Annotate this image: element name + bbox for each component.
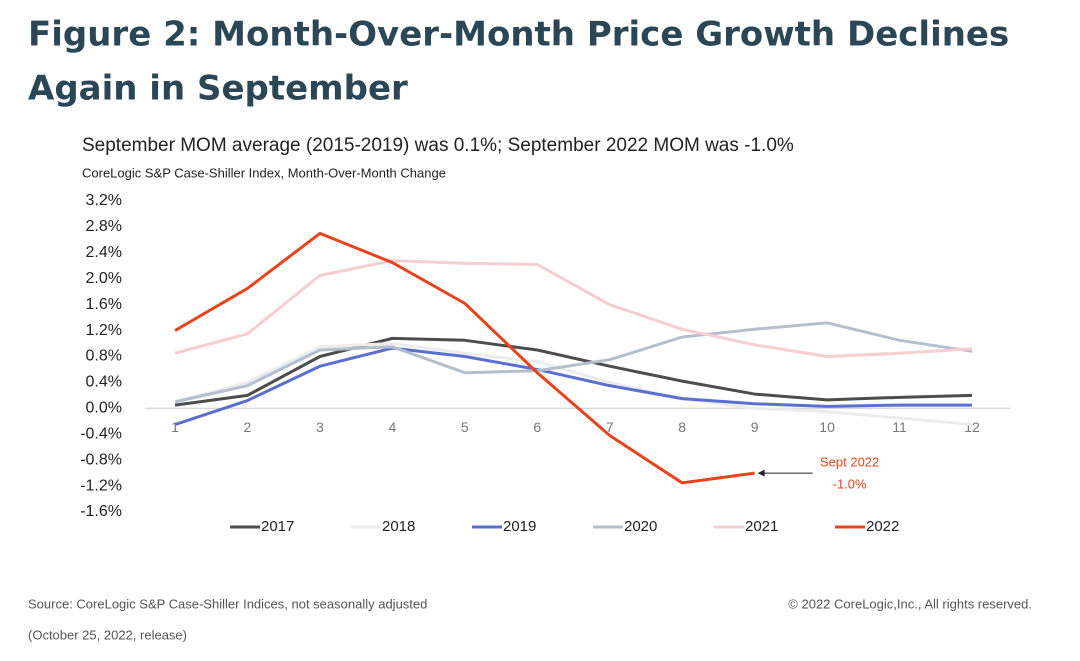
copyright: © 2022 CoreLogic,Inc., All rights reserv… xyxy=(788,596,1032,611)
series-line xyxy=(174,336,973,407)
chart-subtitle: CoreLogic S&P Case-Shiller Index, Month-… xyxy=(82,165,446,180)
source: Source: CoreLogic S&P Case-Shiller Indic… xyxy=(28,596,427,611)
y-tick-label: 2.0% xyxy=(86,270,122,287)
x-tick-label: 9 xyxy=(751,419,759,435)
y-tick-label: 1.6% xyxy=(86,296,122,313)
legend-label: 2020 xyxy=(624,518,657,535)
legend-label: 2017 xyxy=(261,518,294,535)
x-tick-label: 6 xyxy=(533,419,541,435)
x-tick-label: 4 xyxy=(388,419,396,435)
y-tick-label: 3.2% xyxy=(86,192,122,209)
y-tick-label: 2.8% xyxy=(86,218,122,235)
annotation: -1.0% xyxy=(833,477,867,492)
x-tick-label: 1 xyxy=(171,419,179,435)
x-tick-label: 5 xyxy=(461,419,469,435)
x-tick-label: 10 xyxy=(819,419,835,435)
y-tick-label: -0.8% xyxy=(80,451,122,468)
chart-title: September MOM average (2015-2019) was 0.… xyxy=(82,135,794,156)
annotation-arrowhead xyxy=(757,469,765,477)
release: (October 25, 2022, release) xyxy=(28,627,187,642)
series-line xyxy=(174,342,973,427)
title-line: Figure 2: Month-Over-Month Price Growth … xyxy=(28,15,1009,55)
legend-label: 2021 xyxy=(745,518,778,535)
y-tick-label: 1.2% xyxy=(86,322,122,339)
series-line xyxy=(174,346,972,426)
y-tick-label: -0.4% xyxy=(80,425,122,442)
annotation: Sept 2022 xyxy=(820,455,879,470)
x-tick-label: 7 xyxy=(606,419,614,435)
legend-label: 2019 xyxy=(503,518,536,535)
legend-label: 2018 xyxy=(382,518,415,535)
x-tick-label: 12 xyxy=(964,419,980,435)
y-tick-label: -1.6% xyxy=(80,503,122,520)
x-tick-label: 8 xyxy=(678,419,686,435)
y-tick-label: 0.4% xyxy=(86,374,122,391)
y-tick-label: 0.8% xyxy=(86,348,122,365)
series-line xyxy=(174,259,973,358)
x-tick-label: 2 xyxy=(244,419,252,435)
title-line: Again in September xyxy=(28,69,408,109)
y-tick-label: 2.4% xyxy=(86,244,122,261)
x-tick-label: 3 xyxy=(316,419,324,435)
y-tick-label: -1.2% xyxy=(80,477,122,494)
x-tick-label: 11 xyxy=(892,419,907,435)
series-line xyxy=(174,231,755,485)
legend-label: 2022 xyxy=(866,518,899,535)
series-line xyxy=(174,321,973,404)
y-tick-label: 0.0% xyxy=(86,400,122,417)
